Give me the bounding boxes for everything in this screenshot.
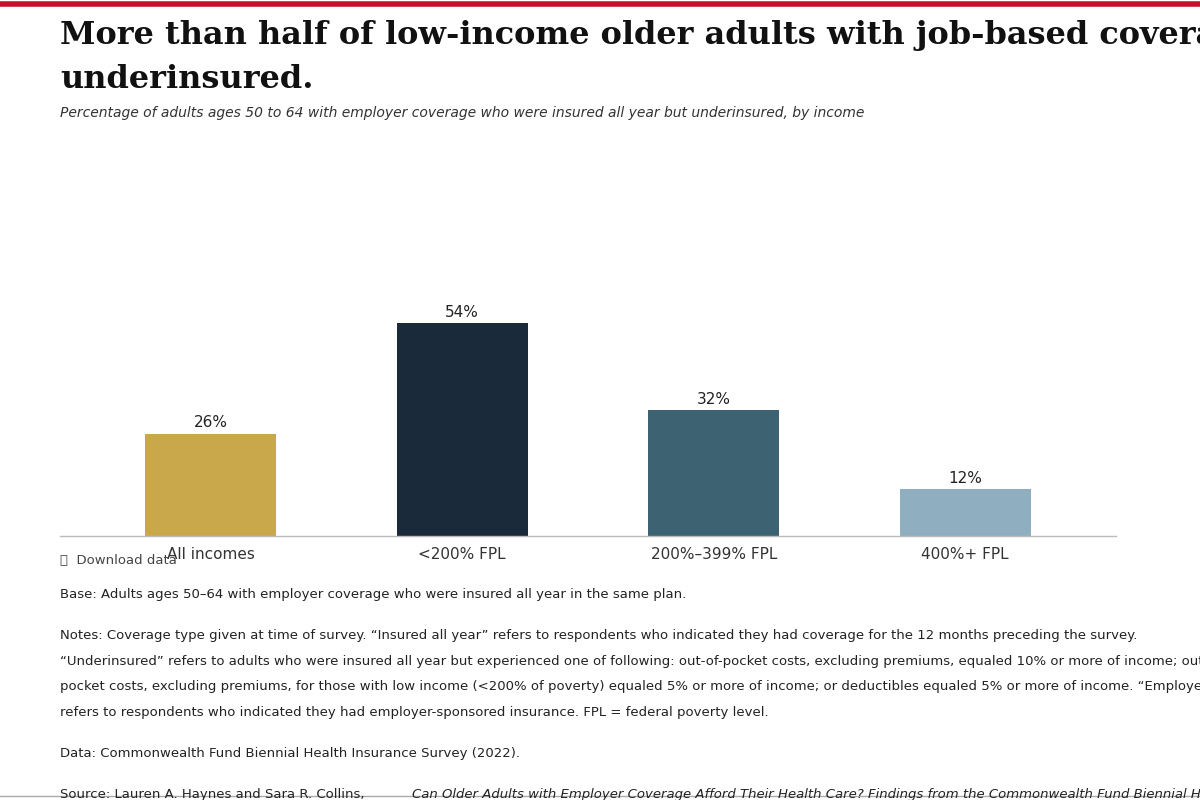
Text: Base: Adults ages 50–64 with employer coverage who were insured all year in the : Base: Adults ages 50–64 with employer co… [60,588,686,601]
Text: 12%: 12% [948,470,982,486]
Text: Can Older Adults with Employer Coverage Afford Their Health Care? Findings from : Can Older Adults with Employer Coverage … [412,788,1200,800]
Text: Source: Lauren A. Haynes and Sara R. Collins,: Source: Lauren A. Haynes and Sara R. Col… [60,788,368,800]
Text: 54%: 54% [445,305,479,320]
Text: underinsured.: underinsured. [60,64,313,95]
Bar [397,323,528,536]
Text: pocket costs, excluding premiums, for those with low income (<200% of poverty) e: pocket costs, excluding premiums, for th… [60,680,1200,693]
Text: ⤓  Download data: ⤓ Download data [60,554,176,566]
Bar [900,489,1031,536]
Text: Percentage of adults ages 50 to 64 with employer coverage who were insured all y: Percentage of adults ages 50 to 64 with … [60,106,864,119]
Text: Notes: Coverage type given at time of survey. “Insured all year” refers to respo: Notes: Coverage type given at time of su… [60,629,1138,642]
Text: “Underinsured” refers to adults who were insured all year but experienced one of: “Underinsured” refers to adults who were… [60,654,1200,667]
Bar [145,434,276,536]
Text: 26%: 26% [194,415,228,430]
Text: More than half of low-income older adults with job-based coverage are: More than half of low-income older adult… [60,20,1200,51]
Text: refers to respondents who indicated they had employer-sponsored insurance. FPL =: refers to respondents who indicated they… [60,706,769,718]
Text: 32%: 32% [697,392,731,407]
Bar [648,410,779,536]
Text: Data: Commonwealth Fund Biennial Health Insurance Survey (2022).: Data: Commonwealth Fund Biennial Health … [60,746,520,760]
